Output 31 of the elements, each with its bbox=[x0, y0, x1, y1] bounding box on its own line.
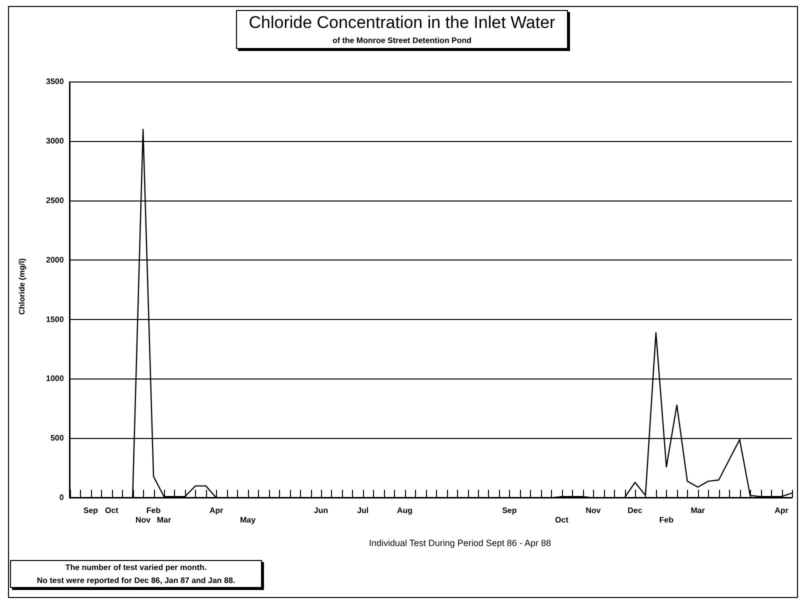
x-tick-label: Oct bbox=[104, 506, 119, 515]
chart-title: Chloride Concentration in the Inlet Water bbox=[248, 13, 556, 33]
x-tick-label: Oct bbox=[555, 515, 569, 524]
y-tick-label: 1000 bbox=[46, 374, 64, 384]
x-tick-label: Mar bbox=[690, 506, 705, 515]
x-tick-label: Dec bbox=[628, 506, 643, 515]
text: The number of test varied per month. bbox=[64, 562, 208, 574]
y-axis-title: Chloride (mg/l) bbox=[18, 257, 26, 317]
x-tick-label: Jun bbox=[314, 506, 328, 515]
y-tick-label: 2000 bbox=[46, 255, 64, 264]
y-tick-label: 2500 bbox=[46, 196, 64, 206]
x-tick-label: Sep bbox=[502, 506, 517, 515]
x-tick-label: Feb bbox=[146, 506, 161, 515]
y-tick-label: 0 bbox=[59, 493, 64, 502]
chart-subtitle: of the Monroe Street Detention Pond bbox=[331, 36, 473, 45]
y-tick-label: 1500 bbox=[46, 314, 64, 324]
x-tick-label: Mar bbox=[156, 515, 172, 524]
x-tick-label: Aug bbox=[396, 506, 413, 515]
x-tick-label: Jul bbox=[357, 506, 369, 515]
y-tick-label: 500 bbox=[50, 434, 64, 443]
x-tick-label: Apr bbox=[209, 506, 224, 515]
x-tick-label: Feb bbox=[659, 515, 674, 524]
y-tick-label: 3500 bbox=[46, 77, 64, 86]
y-tick-label: 3000 bbox=[46, 136, 64, 146]
x-tick-label: May bbox=[240, 515, 256, 524]
x-tick-label: Apr bbox=[774, 506, 788, 515]
x-tick-label: Sep bbox=[83, 506, 98, 515]
x-tick-label: Nov bbox=[586, 506, 602, 515]
x-axis-title: Individual Test During Period Sept 86 - Apr 88 bbox=[368, 538, 552, 548]
text: No test were reported for Dec 86, Jan 87 and Jan 88. bbox=[36, 575, 236, 587]
x-tick-label: Nov bbox=[136, 515, 152, 524]
